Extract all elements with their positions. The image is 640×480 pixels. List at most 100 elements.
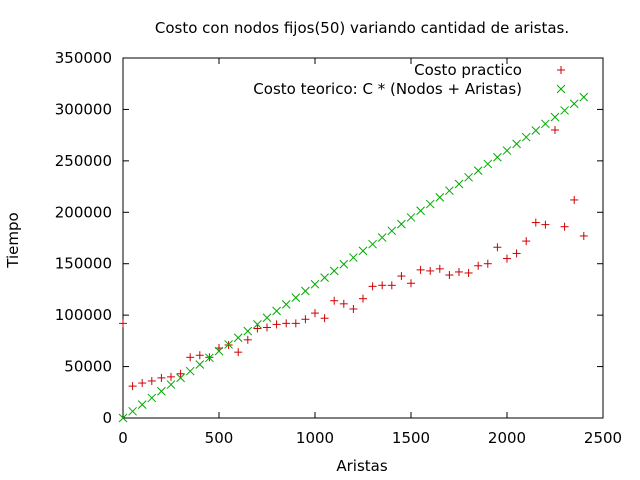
y-tick-label: 300000: [55, 100, 112, 118]
y-axis-label: Tiempo: [4, 212, 22, 268]
cross-point: [233, 333, 243, 343]
cross-point: [521, 132, 531, 142]
plus-point: [339, 299, 348, 308]
data-points: [118, 92, 589, 423]
cross-point: [406, 213, 416, 222]
plus-point: [522, 237, 531, 246]
plus-point: [426, 266, 435, 275]
plus-point: [464, 268, 473, 277]
plus-point: [253, 324, 262, 333]
cross-point: [214, 346, 224, 356]
series-costo-teorico: [118, 92, 589, 423]
cross-point: [320, 273, 329, 282]
plus-point: [445, 271, 454, 280]
plus-point: [272, 320, 281, 329]
plus-point: [551, 126, 559, 134]
plus-point: [483, 259, 492, 268]
x-tick-label: 2000: [488, 429, 526, 447]
legend-marker: [557, 66, 565, 74]
y-tick-label: 100000: [55, 306, 112, 324]
cross-point: [291, 293, 301, 303]
plus-point: [330, 296, 339, 305]
plus-point: [541, 220, 550, 229]
plus-point: [503, 254, 511, 263]
cross-point: [329, 266, 339, 276]
plus-point: [531, 218, 540, 227]
plus-point: [368, 282, 377, 291]
cross-point: [425, 199, 435, 209]
plus-point: [407, 279, 415, 288]
y-tick-label: 350000: [55, 49, 112, 67]
cross-point: [128, 406, 137, 416]
cross-point: [387, 226, 397, 236]
plus-point: [243, 335, 252, 344]
cross-point: [262, 313, 272, 323]
cross-point: [377, 233, 387, 242]
plus-point: [435, 264, 444, 273]
plus-point: [455, 267, 463, 276]
cross-point: [454, 179, 464, 189]
cross-point: [166, 380, 176, 389]
cross-point: [493, 152, 502, 162]
cross-point: [579, 92, 589, 102]
x-tick-label: 1000: [296, 429, 334, 447]
plus-point: [147, 376, 156, 385]
plus-point: [263, 323, 271, 332]
legend-label: Costo teorico: C * (Nodos + Aristas): [253, 80, 522, 98]
cross-point: [550, 112, 560, 122]
cross-point: [185, 366, 195, 376]
cross-point: [358, 246, 368, 256]
cross-point: [483, 159, 493, 169]
plus-point: [311, 309, 319, 318]
plus-point: [397, 272, 406, 281]
plus-point: [157, 373, 166, 382]
cross-point: [464, 172, 473, 182]
plus-point: [320, 314, 329, 323]
cross-point: [435, 193, 445, 202]
plus-point: [416, 265, 425, 274]
plus-point: [167, 372, 175, 381]
x-axis-label: Aristas: [336, 457, 387, 475]
plus-point: [301, 315, 310, 324]
cross-point: [253, 320, 262, 329]
plus-point: [378, 281, 387, 290]
cross-point: [416, 206, 425, 216]
cross-point: [339, 259, 349, 269]
y-tick-label: 150000: [55, 255, 112, 273]
plus-point: [291, 319, 300, 328]
y-tick-label: 250000: [55, 152, 112, 170]
cross-point: [445, 186, 454, 196]
plus-point: [186, 353, 195, 362]
x-tick-label: 1500: [392, 429, 430, 447]
cross-point: [368, 239, 377, 249]
cross-point: [147, 393, 157, 403]
chart-title: Costo con nodos fijos(50) variando canti…: [155, 19, 569, 37]
cross-point: [118, 413, 128, 423]
plus-point: [359, 294, 367, 303]
cross-point: [569, 99, 579, 109]
legend-label: Costo practico: [414, 61, 522, 79]
plus-point: [128, 382, 137, 391]
plus-point: [349, 304, 358, 313]
cross-point: [349, 253, 358, 262]
cross-point: [310, 279, 320, 289]
plus-point: [119, 319, 127, 328]
cross-point: [560, 106, 569, 115]
cross-point: [176, 373, 185, 383]
plus-point: [493, 243, 502, 252]
y-tick-label: 200000: [55, 203, 112, 221]
cross-point: [512, 139, 521, 149]
plus-point: [234, 348, 243, 357]
cross-point: [137, 400, 147, 409]
x-tick-label: 2500: [584, 429, 622, 447]
cross-point: [272, 306, 281, 316]
plus-point: [176, 369, 185, 378]
plus-point: [138, 379, 147, 388]
cross-point: [157, 386, 166, 396]
plus-point: [282, 319, 291, 328]
plus-point: [560, 222, 569, 231]
cross-point: [195, 360, 205, 369]
cross-point: [243, 326, 253, 336]
